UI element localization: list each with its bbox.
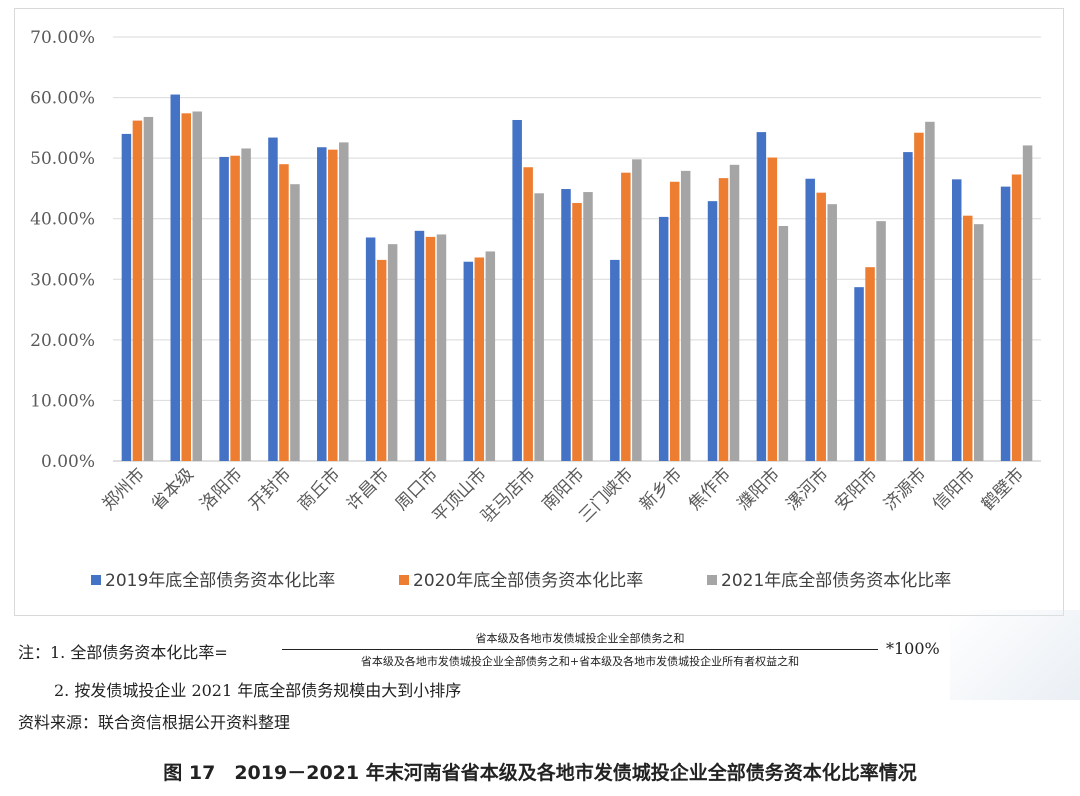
bar-3-焦作市 bbox=[729, 164, 740, 461]
fraction-bar bbox=[282, 649, 878, 650]
bar-1-新乡市 bbox=[658, 216, 669, 461]
x-tick-label: 商丘市 bbox=[294, 464, 344, 514]
bar-2-新乡市 bbox=[669, 181, 680, 461]
y-tick-label: 70.00% bbox=[30, 28, 95, 48]
bar-3-平顶山市 bbox=[485, 251, 496, 461]
bar-2-漯河市 bbox=[816, 192, 826, 461]
bar-1-平顶山市 bbox=[463, 261, 474, 461]
chart-frame: 0.00% 10.00% 20.00% 30.00% 40.00% 50.00% 60.00… bbox=[14, 8, 1064, 616]
y-tick-label: 50.00% bbox=[30, 149, 95, 169]
bar-1-三门峡市 bbox=[610, 259, 620, 461]
bar-3-鹤壁市 bbox=[1022, 145, 1033, 461]
bar-1-周口市 bbox=[414, 230, 425, 461]
bar-1-安阳市 bbox=[854, 287, 864, 461]
bar-1-开封市 bbox=[268, 137, 278, 461]
formula-numerator: 省本级及各地市发债城投企业全部债务之和 bbox=[475, 632, 685, 645]
y-tick-label: 40.00% bbox=[30, 210, 95, 230]
x-tick-label: 漯河市 bbox=[783, 464, 833, 514]
bar-2-焦作市 bbox=[718, 178, 729, 462]
bar-2-三门峡市 bbox=[621, 172, 631, 461]
note-2: 2. 按发债城投企业 2021 年底全部债务规模由大到小排序 bbox=[54, 681, 462, 700]
bar-2-洛阳市 bbox=[230, 155, 240, 461]
bar-3-濮阳市 bbox=[778, 225, 789, 461]
bar-3-省本级 bbox=[192, 111, 203, 461]
bar-2-济源市 bbox=[914, 132, 924, 461]
bar-3-济源市 bbox=[925, 121, 935, 462]
bar-3-新乡市 bbox=[680, 170, 691, 461]
bar-2-周口市 bbox=[425, 236, 436, 461]
bar-1-省本级 bbox=[170, 94, 181, 462]
x-tick-label: 许昌市 bbox=[343, 464, 393, 514]
bar-3-周口市 bbox=[436, 234, 447, 461]
x-tick-label: 濮阳市 bbox=[734, 464, 784, 514]
bar-3-安阳市 bbox=[876, 221, 886, 461]
bar-2-濮阳市 bbox=[767, 157, 778, 461]
bar-3-商丘市 bbox=[339, 142, 349, 461]
legend-swatch bbox=[399, 575, 409, 585]
x-tick-label: 焦作市 bbox=[685, 464, 735, 514]
bar-2-安阳市 bbox=[865, 267, 875, 461]
y-tick-label: 20.00% bbox=[30, 331, 95, 351]
bar-2-开封市 bbox=[279, 164, 289, 461]
bar-3-三门峡市 bbox=[632, 159, 642, 461]
chart-notes: 注：1. 全部债务资本化比率= 省本级及各地市发债城投企业全部债务之和 省本级及… bbox=[0, 622, 1080, 742]
y-tick-label: 10.00% bbox=[30, 391, 95, 411]
bar-1-鹤壁市 bbox=[1000, 186, 1011, 461]
x-tick-label: 济源市 bbox=[880, 464, 930, 514]
bar-3-信阳市 bbox=[973, 224, 984, 461]
bar-2-郑州市 bbox=[132, 120, 143, 462]
y-tick-label: 0.00% bbox=[41, 452, 95, 472]
x-tick-label: 驻马店市 bbox=[477, 464, 539, 526]
y-tick-label: 30.00% bbox=[30, 270, 95, 290]
bar-3-驻马店市 bbox=[534, 193, 544, 461]
legend-label: 2021年底全部债务资本化比率 bbox=[721, 571, 951, 591]
bar-2-许昌市 bbox=[376, 259, 387, 461]
legend-swatch bbox=[707, 575, 717, 585]
x-tick-label: 鹤壁市 bbox=[978, 464, 1028, 514]
x-tick-label: 信阳市 bbox=[929, 464, 979, 514]
legend-label: 2019年底全部债务资本化比率 bbox=[105, 571, 335, 591]
x-tick-label: 洛阳市 bbox=[196, 464, 246, 514]
bar-chart: 0.00% 10.00% 20.00% 30.00% 40.00% 50.00% 60.00… bbox=[30, 28, 1041, 591]
bar-1-郑州市 bbox=[121, 133, 132, 461]
bar-3-许昌市 bbox=[387, 244, 398, 461]
bar-2-南阳市 bbox=[572, 202, 582, 462]
bar-2-商丘市 bbox=[328, 149, 338, 462]
corner-decoration bbox=[950, 610, 1080, 700]
bar-2-驻马店市 bbox=[523, 167, 533, 461]
x-tick-label: 开封市 bbox=[245, 464, 295, 514]
bar-1-信阳市 bbox=[951, 179, 962, 462]
bar-3-洛阳市 bbox=[241, 148, 251, 462]
y-tick-label: 60.00% bbox=[30, 89, 95, 109]
bar-2-鹤壁市 bbox=[1011, 174, 1022, 462]
bar-2-省本级 bbox=[181, 113, 192, 461]
x-tick-label: 郑州市 bbox=[99, 464, 149, 514]
x-tick-label: 安阳市 bbox=[831, 464, 881, 514]
bar-1-南阳市 bbox=[561, 189, 571, 461]
bar-1-驻马店市 bbox=[512, 119, 522, 462]
bar-1-许昌市 bbox=[365, 237, 376, 461]
bar-3-开封市 bbox=[290, 184, 300, 461]
bar-3-南阳市 bbox=[583, 192, 593, 461]
bar-2-平顶山市 bbox=[474, 257, 485, 461]
x-tick-label: 三门峡市 bbox=[575, 464, 637, 526]
bar-1-洛阳市 bbox=[219, 156, 229, 461]
bar-1-商丘市 bbox=[317, 147, 327, 462]
bar-1-漯河市 bbox=[805, 178, 815, 462]
bar-3-漯河市 bbox=[827, 204, 837, 462]
legend-swatch bbox=[91, 575, 101, 585]
bar-3-郑州市 bbox=[143, 116, 154, 461]
legend-label: 2020年底全部债务资本化比率 bbox=[413, 571, 643, 591]
note-1-label: 注：1. 全部债务资本化比率= bbox=[18, 643, 228, 662]
bar-2-信阳市 bbox=[962, 215, 973, 461]
figure-caption: 图 17 2019－2021 年末河南省省本级及各地市发债城投企业全部债务资本化… bbox=[163, 762, 917, 784]
x-tick-label: 省本级 bbox=[148, 464, 198, 514]
bar-1-济源市 bbox=[903, 152, 913, 462]
bar-1-濮阳市 bbox=[756, 132, 767, 461]
x-tick-label: 新乡市 bbox=[636, 464, 686, 514]
formula-denominator: 省本级及各地市发债城投企业全部债务之和+省本级及各地市发债城投企业所有者权益之和 bbox=[360, 655, 800, 668]
bar-1-焦作市 bbox=[707, 201, 718, 462]
formula-suffix: *100% bbox=[886, 639, 940, 658]
source-note: 资料来源：联合资信根据公开资料整理 bbox=[18, 713, 291, 732]
